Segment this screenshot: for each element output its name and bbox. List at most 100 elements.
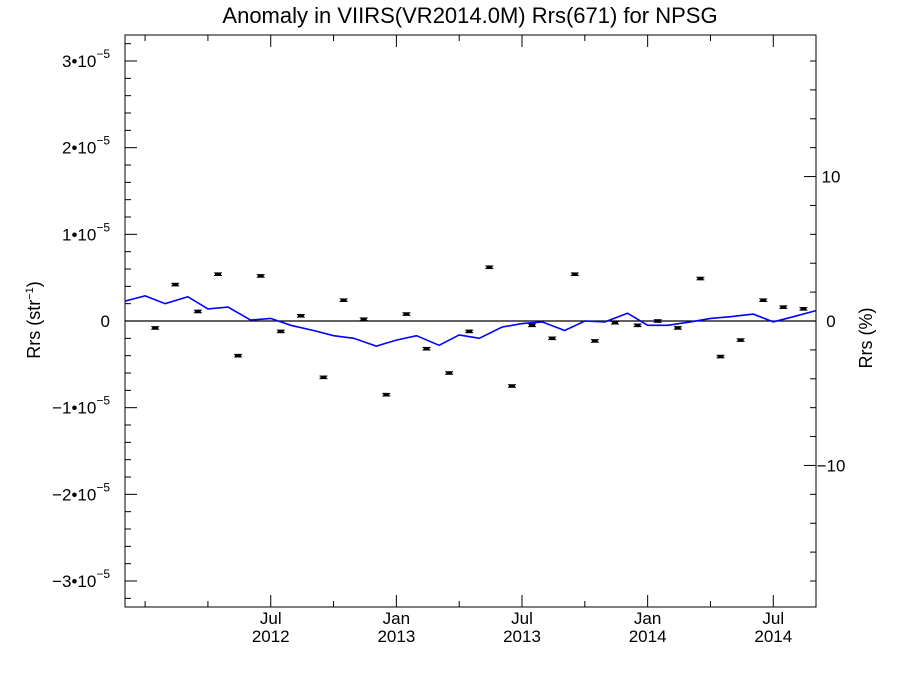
data-point-marker	[780, 305, 787, 309]
data-point	[422, 346, 431, 351]
data-point	[193, 309, 202, 314]
data-point	[151, 326, 160, 330]
data-point-marker	[152, 326, 159, 330]
data-point-marker	[591, 339, 598, 343]
data-point-marker	[403, 312, 410, 316]
data-point-marker	[360, 317, 367, 321]
x-tick-label-year: 2013	[377, 627, 415, 646]
y-left-tick-mantissa: −3•10	[52, 572, 96, 591]
chart-title: Anomaly in VIIRS(VR2014.0M) Rrs(671) for…	[222, 3, 717, 28]
y-left-tick-label: 1•10−5	[62, 220, 110, 244]
data-point	[485, 265, 494, 270]
data-point-marker	[508, 384, 515, 388]
data-point	[276, 329, 285, 334]
y-left-tick-mantissa: −1•10	[52, 399, 96, 418]
data-point	[736, 338, 745, 342]
data-point-marker	[737, 338, 744, 342]
data-point-marker	[257, 274, 264, 278]
data-point-marker	[529, 323, 536, 327]
data-point	[339, 298, 348, 302]
data-point-marker	[423, 347, 430, 351]
data-point	[716, 354, 725, 359]
data-point-marker	[340, 298, 347, 302]
data-point	[171, 282, 180, 287]
x-tick-label-year: 2012	[252, 627, 290, 646]
data-point-marker	[697, 277, 704, 281]
data-point-marker	[549, 336, 556, 340]
data-point	[610, 320, 619, 325]
y-left-tick-exponent: −5	[96, 480, 110, 494]
data-point	[759, 298, 768, 302]
data-point	[673, 326, 682, 330]
data-point-marker	[674, 326, 681, 330]
y-right-tick-label: 10	[822, 168, 841, 187]
data-point-marker	[654, 319, 661, 323]
x-tick-label-year: 2014	[629, 627, 667, 646]
data-point-marker	[297, 314, 304, 318]
y-left-tick-label: 2•10−5	[62, 134, 110, 158]
y-left-tick-exponent: −5	[96, 220, 110, 234]
data-point	[528, 323, 537, 328]
y-left-tick-mantissa: 0	[101, 312, 110, 331]
y-left-tick-label: −1•10−5	[52, 394, 110, 418]
data-point	[465, 329, 474, 334]
data-point	[319, 375, 328, 380]
data-point	[296, 314, 305, 318]
data-point	[382, 392, 391, 397]
data-point-marker	[760, 298, 767, 302]
data-point-marker	[172, 283, 179, 287]
data-point-marker	[611, 321, 618, 325]
data-point	[507, 384, 516, 388]
y-axis-right: 10 0 −10	[804, 60, 845, 582]
data-point	[234, 353, 243, 358]
x-tick-label-month: Jul	[511, 609, 533, 628]
y-left-tick-label: 3•10−5	[62, 47, 110, 71]
y-left-tick-mantissa: 3•10	[62, 52, 96, 71]
y-left-tick-label: −2•10−5	[52, 480, 110, 504]
y-axis-left-title-end: )	[24, 281, 44, 287]
data-point	[653, 319, 662, 323]
data-point	[256, 274, 265, 278]
data-point-marker	[571, 272, 578, 276]
anomaly-line-series	[124, 295, 817, 347]
data-point	[799, 307, 808, 311]
x-tick-label-month: Jul	[260, 609, 282, 628]
y-axis-left-title-exponent: −1	[24, 287, 36, 300]
data-point	[213, 272, 222, 276]
x-tick-label-year: 2013	[503, 627, 541, 646]
data-point-marker	[235, 354, 242, 358]
data-point-marker	[214, 272, 221, 276]
data-point-marker	[634, 323, 641, 327]
data-point-marker	[466, 329, 473, 333]
y-axis-left: 3•10−52•10−51•10−50−1•10−5−2•10−5−3•10−5	[52, 43, 137, 599]
y-axis-left-title-base: Rrs (str	[24, 300, 44, 359]
data-point-marker	[277, 329, 284, 333]
y-left-tick-exponent: −5	[96, 134, 110, 148]
data-point-marker	[717, 355, 724, 359]
data-point	[445, 371, 454, 375]
y-left-tick-mantissa: 2•10	[62, 139, 96, 158]
y-left-tick-mantissa: −2•10	[52, 485, 96, 504]
y-left-tick-label: 0	[101, 312, 110, 331]
x-tick-label-month: Jul	[762, 609, 784, 628]
y-left-tick-mantissa: 1•10	[62, 225, 96, 244]
anomaly-line	[124, 295, 817, 347]
data-point	[590, 339, 599, 343]
y-left-tick-exponent: −5	[96, 567, 110, 581]
x-tick-label-year: 2014	[754, 627, 792, 646]
data-point	[570, 272, 579, 276]
y-axis-right-title: Rrs (%)	[856, 308, 876, 369]
y-left-tick-exponent: −5	[96, 47, 110, 61]
y-left-tick-exponent: −5	[96, 394, 110, 408]
x-tick-label-month: Jan	[634, 609, 661, 628]
data-point	[779, 305, 788, 309]
data-point-marker	[383, 393, 390, 397]
anomaly-point-series	[151, 265, 808, 397]
data-point	[402, 312, 411, 316]
x-tick-label-month: Jan	[383, 609, 410, 628]
y-axis-left-title: Rrs (str−1)	[24, 281, 44, 359]
data-point-marker	[320, 375, 327, 379]
y-right-tick-label: 0	[826, 312, 835, 331]
